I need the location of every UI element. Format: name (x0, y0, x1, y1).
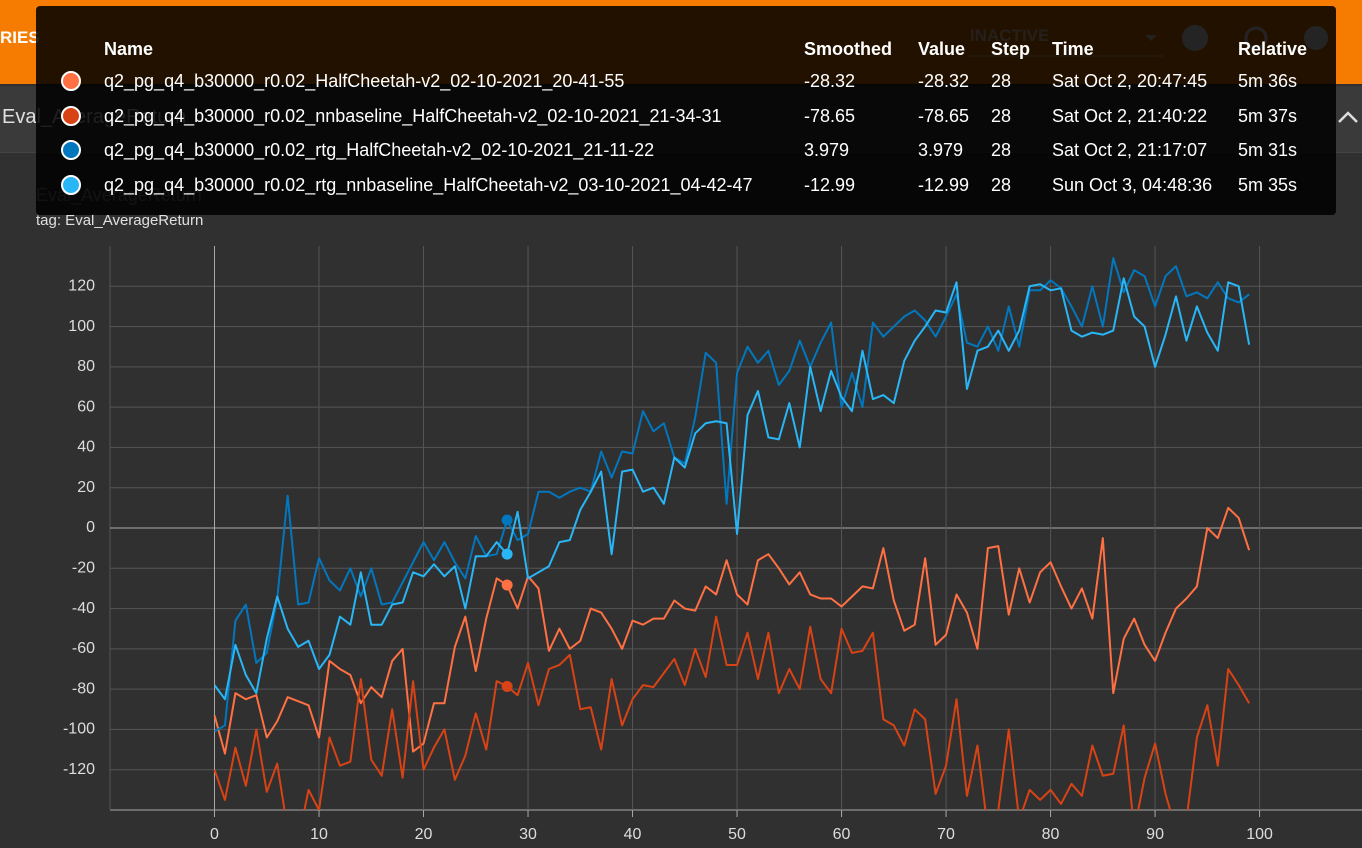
tooltip: Name Smoothed Value Step Time Relative q2_pg_q… (36, 6, 1336, 215)
tooltip-series-name: q2_pg_q4_b30000_r0.02_rtg_nnbaseline_Hal… (104, 175, 753, 195)
tooltip-series-dot (61, 140, 81, 160)
tooltip-cell: Sat Oct 2, 20:47:45 (1052, 71, 1208, 91)
tooltip-cell: 3.979 (918, 140, 964, 160)
x-tick-label: 20 (415, 826, 433, 843)
y-tick-label: -120 (63, 761, 95, 778)
y-tick-label: 60 (77, 398, 95, 415)
tooltip-cell: 28 (991, 140, 1012, 160)
highlight-dot (501, 680, 513, 692)
tooltip-cell: 28 (991, 106, 1012, 126)
y-tick-label: -20 (72, 560, 95, 577)
tooltip-cell: 28 (991, 71, 1012, 91)
collapse-icon[interactable] (1334, 108, 1362, 128)
tooltip-column-header: Value (918, 39, 966, 59)
series-line (213, 615, 1250, 810)
tooltip-cell: 5m 35s (1238, 175, 1298, 195)
tooltip-cell: -28.32 (804, 71, 856, 91)
tooltip-cell: -12.99 (804, 175, 856, 195)
series-line (214, 257, 1250, 733)
x-tick-label: 50 (728, 826, 746, 843)
y-tick-label: -100 (63, 721, 95, 738)
chart-subtitle: tag: Eval_AverageReturn (36, 212, 203, 229)
x-tick-label: 30 (519, 826, 537, 843)
x-tick-label: 0 (210, 826, 219, 843)
x-tick-label: 10 (310, 826, 328, 843)
highlight-dot (501, 579, 513, 591)
y-tick-label: 100 (68, 318, 95, 335)
tooltip-column-header: Relative (1238, 39, 1308, 59)
tooltip-series-name: q2_pg_q4_b30000_r0.02_nnbaseline_HalfChe… (104, 106, 722, 126)
tooltip-series-name: q2_pg_q4_b30000_r0.02_rtg_HalfCheetah-v2… (104, 140, 655, 160)
tooltip-series-dot (61, 71, 81, 91)
y-tick-label: 80 (77, 358, 95, 375)
x-tick-label: 40 (624, 826, 642, 843)
tooltip-column-header: Step (991, 39, 1031, 59)
tooltip-series-dot (61, 175, 81, 195)
tooltip-column-header: Time (1052, 39, 1094, 59)
y-tick-label: 120 (68, 278, 95, 295)
x-tick-label: 70 (937, 826, 955, 843)
y-tick-label: -80 (72, 680, 95, 697)
y-tick-label: -40 (72, 600, 95, 617)
highlight-dot (501, 514, 513, 526)
tooltip-series-dot (61, 106, 81, 126)
x-tick-label: 90 (1146, 826, 1164, 843)
tooltip-cell: -78.65 (918, 106, 970, 126)
chart-background (0, 153, 1362, 848)
y-tick-label: 40 (77, 439, 95, 456)
tab-label[interactable]: RIES (0, 28, 40, 47)
tooltip-cell: Sat Oct 2, 21:17:07 (1052, 140, 1208, 160)
highlight-dot (501, 548, 513, 560)
x-tick-label: 60 (833, 826, 851, 843)
tooltip-series-name: q2_pg_q4_b30000_r0.02_HalfCheetah-v2_02-… (104, 71, 625, 91)
x-tick-label: 80 (1042, 826, 1060, 843)
y-tick-label: 0 (86, 519, 95, 536)
tooltip-cell: 5m 31s (1238, 140, 1298, 160)
tooltip-cell: 5m 36s (1238, 71, 1298, 91)
tooltip-cell: Sun Oct 3, 04:48:36 (1052, 175, 1213, 195)
tooltip-cell: 3.979 (804, 140, 850, 160)
series-line (213, 506, 1251, 755)
x-tick-label: 100 (1246, 826, 1273, 843)
tooltip-column-header: Smoothed (804, 39, 892, 59)
y-tick-label: 20 (77, 479, 95, 496)
series-line (213, 277, 1251, 701)
tooltip-cell: 5m 37s (1238, 106, 1298, 126)
tooltip-cell: 28 (991, 175, 1012, 195)
y-tick-label: -60 (72, 640, 95, 657)
tooltip-cell: -78.65 (804, 106, 856, 126)
tooltip-cell: -12.99 (918, 175, 970, 195)
tooltip-cell: Sat Oct 2, 21:40:22 (1052, 106, 1208, 126)
tooltip-column-header: Name (104, 39, 154, 59)
tooltip-cell: -28.32 (918, 71, 970, 91)
